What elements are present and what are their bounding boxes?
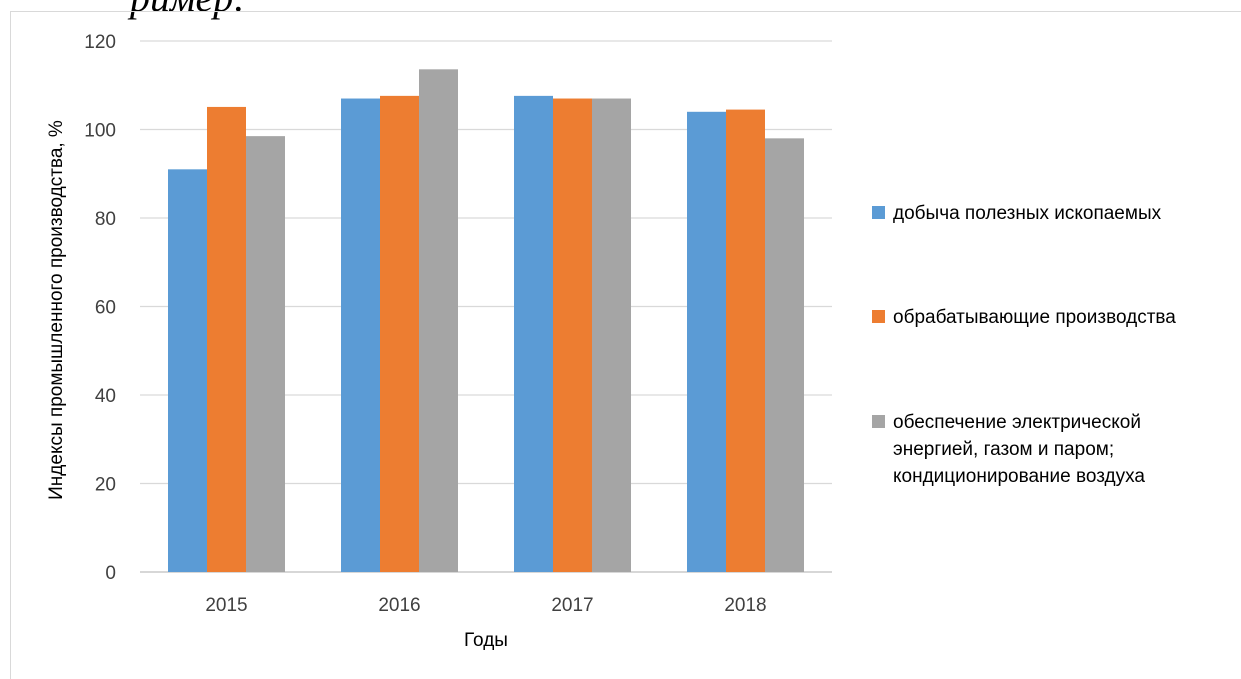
bars	[168, 69, 804, 573]
bar-2015-series-2	[207, 106, 246, 573]
x-tick-label: 2015	[205, 595, 247, 616]
bar-2016-series-2	[380, 95, 419, 573]
tick-labels: 0 20 40 60 80 100 120 2015 2016 2017 2018	[84, 32, 766, 616]
bar-2016-series-1	[341, 98, 380, 573]
x-tick-label: 2018	[724, 595, 766, 616]
legend-item-series-3: обеспечение электрической энергией, газо…	[872, 409, 1193, 490]
x-tick-label: 2017	[551, 595, 593, 616]
y-tick-label: 60	[95, 298, 116, 319]
bar-2015-series-1	[168, 169, 207, 572]
y-tick-label: 20	[95, 475, 116, 496]
legend-swatch	[872, 206, 885, 219]
bar-2017-series-2	[553, 98, 592, 573]
y-tick-label: 80	[95, 209, 116, 230]
bar-2017-series-3	[592, 98, 631, 573]
bar-2017-series-1	[514, 95, 553, 573]
bar-2018-series-2	[726, 109, 765, 573]
y-tick-label: 100	[84, 121, 116, 142]
x-tick-label: 2016	[378, 595, 420, 616]
bar-2016-series-3	[419, 69, 458, 572]
y-tick-label: 40	[95, 386, 116, 407]
bar-2018-series-3	[765, 138, 804, 572]
legend-label: обеспечение электрической энергией, газо…	[893, 412, 1145, 487]
cropped-caption-fragment: ример:	[130, 0, 247, 18]
legend-label: обрабатывающие производства	[893, 307, 1176, 328]
legend-item-series-1: добыча полезных ископаемых	[872, 200, 1233, 227]
bar-2018-series-1	[687, 111, 726, 573]
legend-swatch	[872, 415, 885, 428]
y-axis-title: Индексы промышленного производства, %	[46, 120, 67, 500]
bar-2015-series-3	[246, 136, 285, 572]
y-tick-label: 0	[105, 563, 116, 584]
legend-label: добыча полезных ископаемых	[893, 203, 1162, 224]
chart-frame	[10, 11, 1241, 679]
y-tick-label: 120	[84, 32, 116, 53]
x-axis-title: Годы	[464, 630, 508, 651]
legend-swatch	[872, 310, 885, 323]
legend-item-series-2: обрабатывающие производства	[872, 304, 1233, 331]
